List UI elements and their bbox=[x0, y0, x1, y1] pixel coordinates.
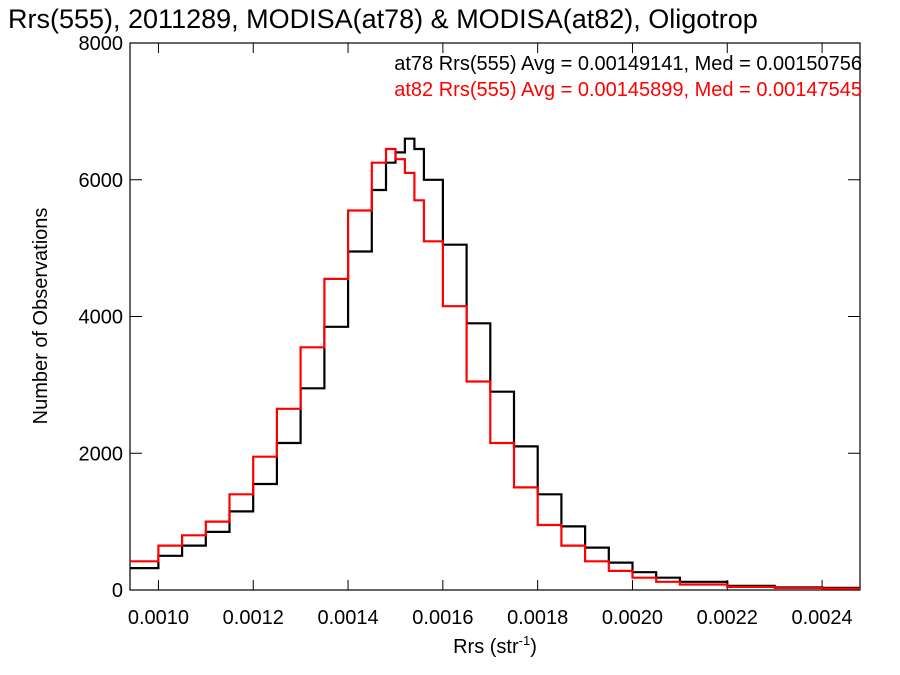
data-series bbox=[130, 137, 860, 590]
y-tick-label: 8000 bbox=[79, 33, 124, 55]
x-tick-label: 0.0022 bbox=[697, 607, 758, 629]
y-tick-label: 6000 bbox=[79, 170, 124, 192]
chart-title: Rrs(555), 2011289, MODISA(at78) & MODISA… bbox=[8, 4, 758, 34]
x-tick-label: 0.0012 bbox=[223, 607, 284, 629]
x-tick-label: 0.0010 bbox=[128, 607, 189, 629]
x-tick-label: 0.0014 bbox=[317, 607, 378, 629]
series-at78-histogram bbox=[130, 137, 860, 589]
y-axis-label: Number of Observations bbox=[30, 208, 52, 425]
y-tick-label: 0 bbox=[112, 580, 123, 602]
series-at82-histogram bbox=[130, 147, 860, 590]
legend-entry-at78: at78 Rrs(555) Avg = 0.00149141, Med = 0.… bbox=[394, 53, 862, 75]
x-tick-label: 0.0016 bbox=[412, 607, 473, 629]
plot-frame bbox=[129, 42, 861, 591]
legend-entry-at82: at82 Rrs(555) Avg = 0.00145899, Med = 0.… bbox=[394, 79, 862, 101]
x-tick-label: 0.0020 bbox=[602, 607, 663, 629]
x-axis-label: Rrs (str-1) bbox=[453, 633, 537, 658]
x-tick-label: 0.0018 bbox=[507, 607, 568, 629]
legend: at78 Rrs(555) Avg = 0.00149141, Med = 0.… bbox=[394, 53, 862, 101]
x-axis-label-superscript: -1 bbox=[519, 633, 531, 648]
axis-ticks: 0.0010 0.0012 0.0014 0.0016 0.0018 0.0020 0.00… bbox=[79, 33, 860, 629]
x-tick-label: 0.0024 bbox=[791, 607, 852, 629]
y-tick-label: 2000 bbox=[79, 443, 124, 465]
y-tick-label: 4000 bbox=[79, 307, 124, 329]
